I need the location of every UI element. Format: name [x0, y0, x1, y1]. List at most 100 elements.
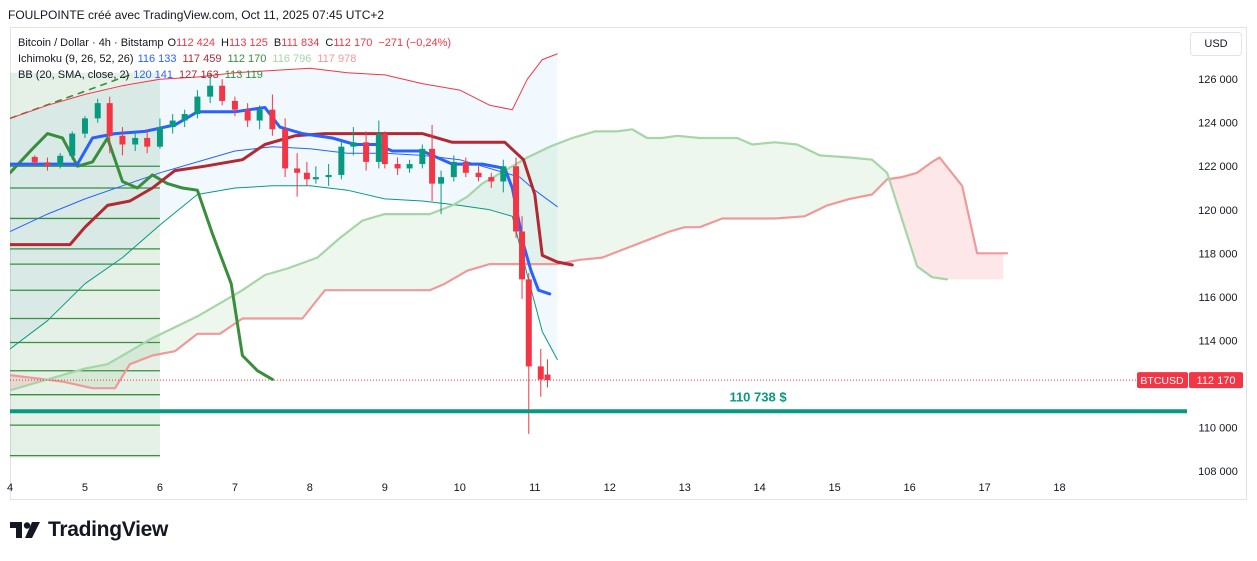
x-tick-label-8: 12 — [604, 482, 616, 494]
x-tick-label-14: 18 — [1053, 482, 1065, 494]
legend-close: 112 170 — [333, 37, 373, 49]
legend-bb-upper: 127 163 — [179, 69, 219, 81]
candle-body-2 — [57, 155, 64, 166]
candle-body-23 — [312, 177, 319, 180]
y-tick-label-1: 110 000 — [1199, 422, 1238, 434]
candle-body-29 — [381, 133, 388, 165]
bb-upper-line — [10, 53, 558, 119]
y-tick-label-3: 114 000 — [1199, 335, 1238, 347]
support-annotation: 110 738 $ — [729, 389, 787, 404]
candle-body-32 — [419, 148, 426, 165]
candle-body-40 — [513, 166, 520, 232]
legend-low-label: B — [273, 37, 282, 49]
legend-bb-row: BB (20, SMA, close, 2) 120 141 127 163 113 … — [18, 67, 457, 83]
candle-body-0 — [31, 156, 38, 163]
candle-body-37 — [475, 172, 482, 178]
legend-low: 111 834 — [281, 37, 320, 49]
candle-body-35 — [450, 161, 457, 178]
candle-body-28 — [375, 133, 382, 162]
candle-body-12 — [181, 114, 188, 121]
ichimoku-kijun-line — [10, 132, 574, 267]
legend-ichimoku-chikou: 112 170 — [227, 53, 267, 65]
x-tick-label-2: 6 — [157, 482, 163, 494]
candle-body-42 — [525, 279, 532, 367]
y-tick-label-7: 122 000 — [1198, 161, 1238, 173]
candle-body-36 — [462, 161, 469, 173]
x-tick-label-10: 14 — [754, 482, 766, 494]
legend-change: −271 (−0,24%) — [378, 37, 452, 49]
y-tick-label-9: 126 000 — [1198, 74, 1238, 86]
candle-body-21 — [294, 168, 301, 173]
candle-body-38 — [488, 177, 495, 182]
legend-close-label: C — [325, 37, 334, 49]
legend-open: 112 424 — [176, 37, 216, 49]
chart-legend: Bitcoin / Dollar · 4h · Bitstamp O112 424… — [18, 35, 457, 83]
candle-body-25 — [338, 146, 345, 175]
candle-body-20 — [282, 129, 289, 169]
candle-body-41 — [519, 231, 526, 280]
candle-body-19 — [269, 109, 276, 130]
y-tick-label-6: 120 000 — [1198, 205, 1238, 217]
candle-body-43 — [537, 366, 544, 380]
x-tick-label-13: 17 — [978, 482, 990, 494]
x-tick-label-9: 13 — [679, 482, 691, 494]
candle-body-9 — [144, 137, 151, 147]
ichimoku-cloud-1 — [47, 129, 888, 389]
legend-ichimoku-label[interactable]: Ichimoku (9, 26, 52, 26) — [18, 53, 134, 65]
legend-bb-label[interactable]: BB (20, SMA, close, 2) — [18, 69, 130, 81]
legend-ichimoku-span-a: 116 796 — [272, 53, 312, 65]
candle-body-3 — [69, 133, 76, 156]
candle-body-31 — [406, 164, 413, 169]
candle-body-44 — [544, 374, 551, 381]
candle-body-22 — [303, 172, 310, 180]
tradingview-logo: TradingView — [10, 518, 168, 542]
candle-body-14 — [207, 85, 214, 97]
candle-body-8 — [132, 137, 139, 145]
ichimoku-chikou-line — [10, 132, 274, 381]
candle-body-17 — [244, 109, 251, 121]
candle-body-6 — [106, 103, 113, 136]
candle-body-26 — [350, 142, 357, 147]
candle-body-34 — [438, 177, 445, 184]
legend-high: 113 125 — [228, 37, 268, 49]
legend-open-label: O — [167, 37, 177, 49]
channel-upper-line — [10, 74, 131, 120]
x-tick-label-4: 8 — [307, 482, 313, 494]
legend-symbol[interactable]: Bitcoin / Dollar · 4h · Bitstamp — [18, 37, 164, 49]
y-tick-label-5: 118 000 — [1199, 248, 1238, 260]
tradingview-logo-text: TradingView — [48, 518, 169, 541]
price-tag-value: 112 170 — [1197, 375, 1236, 387]
candle-body-11 — [169, 120, 176, 128]
candle-body-27 — [363, 142, 370, 162]
currency-button[interactable]: USD — [1190, 32, 1242, 56]
y-tick-label-4: 116 000 — [1199, 292, 1238, 304]
candle-body-24 — [325, 174, 332, 178]
x-tick-label-7: 11 — [529, 482, 540, 494]
candle-body-5 — [94, 103, 101, 119]
price-tag-value-bg — [1189, 372, 1243, 389]
chart-header: FOULPOINTE créé avec TradingView.com, Oc… — [8, 8, 385, 22]
x-tick-label-5: 9 — [382, 482, 388, 494]
legend-ichimoku-row: Ichimoku (9, 26, 52, 26) 116 133 117 459 11… — [18, 51, 457, 67]
price-tag-symbol-bg — [1137, 372, 1188, 389]
legend-ichimoku-span-b: 117 978 — [317, 53, 357, 65]
x-tick-label-12: 16 — [903, 482, 915, 494]
x-tick-label-11: 15 — [829, 482, 841, 494]
candle-body-16 — [231, 100, 238, 110]
legend-ichimoku-tenkan: 116 133 — [137, 53, 177, 65]
x-tick-label-1: 5 — [82, 482, 88, 494]
x-tick-label-6: 10 — [454, 482, 466, 494]
legend-bb-lower: 113 119 — [224, 69, 263, 81]
candle-body-1 — [44, 162, 51, 166]
candle-body-10 — [156, 127, 163, 147]
legend-ichimoku-kijun: 117 459 — [182, 53, 222, 65]
legend-bb-basis: 120 141 — [133, 69, 174, 81]
y-tick-label-0: 108 000 — [1198, 466, 1238, 478]
candle-body-30 — [394, 164, 401, 169]
candle-body-39 — [500, 166, 507, 182]
candle-body-4 — [81, 118, 88, 134]
candle-body-15 — [219, 85, 226, 101]
candle-body-18 — [256, 109, 263, 121]
plot-area — [10, 53, 1187, 458]
